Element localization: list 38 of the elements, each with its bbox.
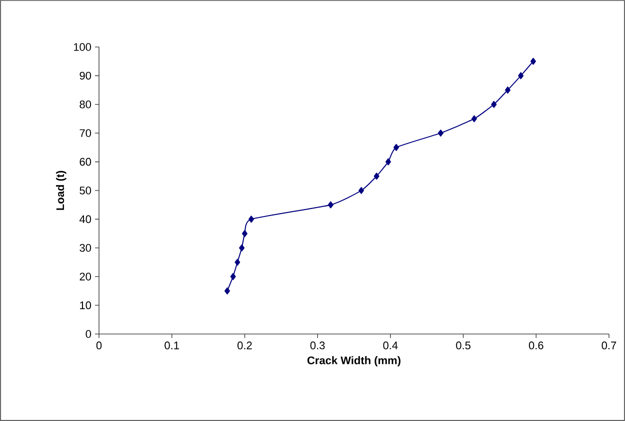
y-tick-label: 10: [80, 301, 92, 310]
x-tick-label: 0.3: [310, 342, 325, 350]
y-tick-label: 20: [80, 272, 92, 280]
point: [471, 115, 477, 122]
point: [224, 287, 230, 294]
y-tick-label: 90: [80, 72, 92, 80]
point: [374, 172, 380, 180]
point: [394, 144, 399, 151]
y-tick-label: 100: [74, 43, 92, 51]
y-tick-label: 40: [79, 215, 92, 224]
x-tick-label: 0: [96, 342, 102, 350]
x-tick-label: 0.6: [528, 342, 544, 350]
point: [358, 186, 364, 194]
x-tick-label: 0.5: [456, 342, 470, 350]
point: [328, 201, 334, 208]
y-axis-title: Load (t): [56, 170, 66, 210]
x-tick-label: 0.2: [237, 342, 252, 350]
point: [504, 86, 510, 94]
point: [230, 273, 236, 280]
point: [242, 230, 248, 238]
point: [248, 216, 254, 223]
x-tick-label: 0.4: [383, 342, 398, 350]
x-axis-title: Crack Width (mm): [307, 356, 400, 366]
point: [530, 58, 536, 65]
y-tick-label: 0: [86, 330, 92, 338]
point: [438, 130, 444, 137]
y-tick-label: 60: [80, 158, 92, 166]
x-tick-label: 0.1: [164, 342, 179, 350]
point: [239, 244, 245, 252]
point: [234, 258, 240, 266]
y-tick-label: 30: [80, 244, 92, 252]
y-tick-label: 50: [80, 186, 92, 194]
x-tick-label: 0.7: [602, 342, 616, 350]
point: [518, 72, 524, 80]
point: [385, 158, 391, 166]
y-tick-label: 70: [80, 129, 92, 137]
point: [491, 100, 497, 108]
y-tick-label: 80: [80, 100, 92, 108]
